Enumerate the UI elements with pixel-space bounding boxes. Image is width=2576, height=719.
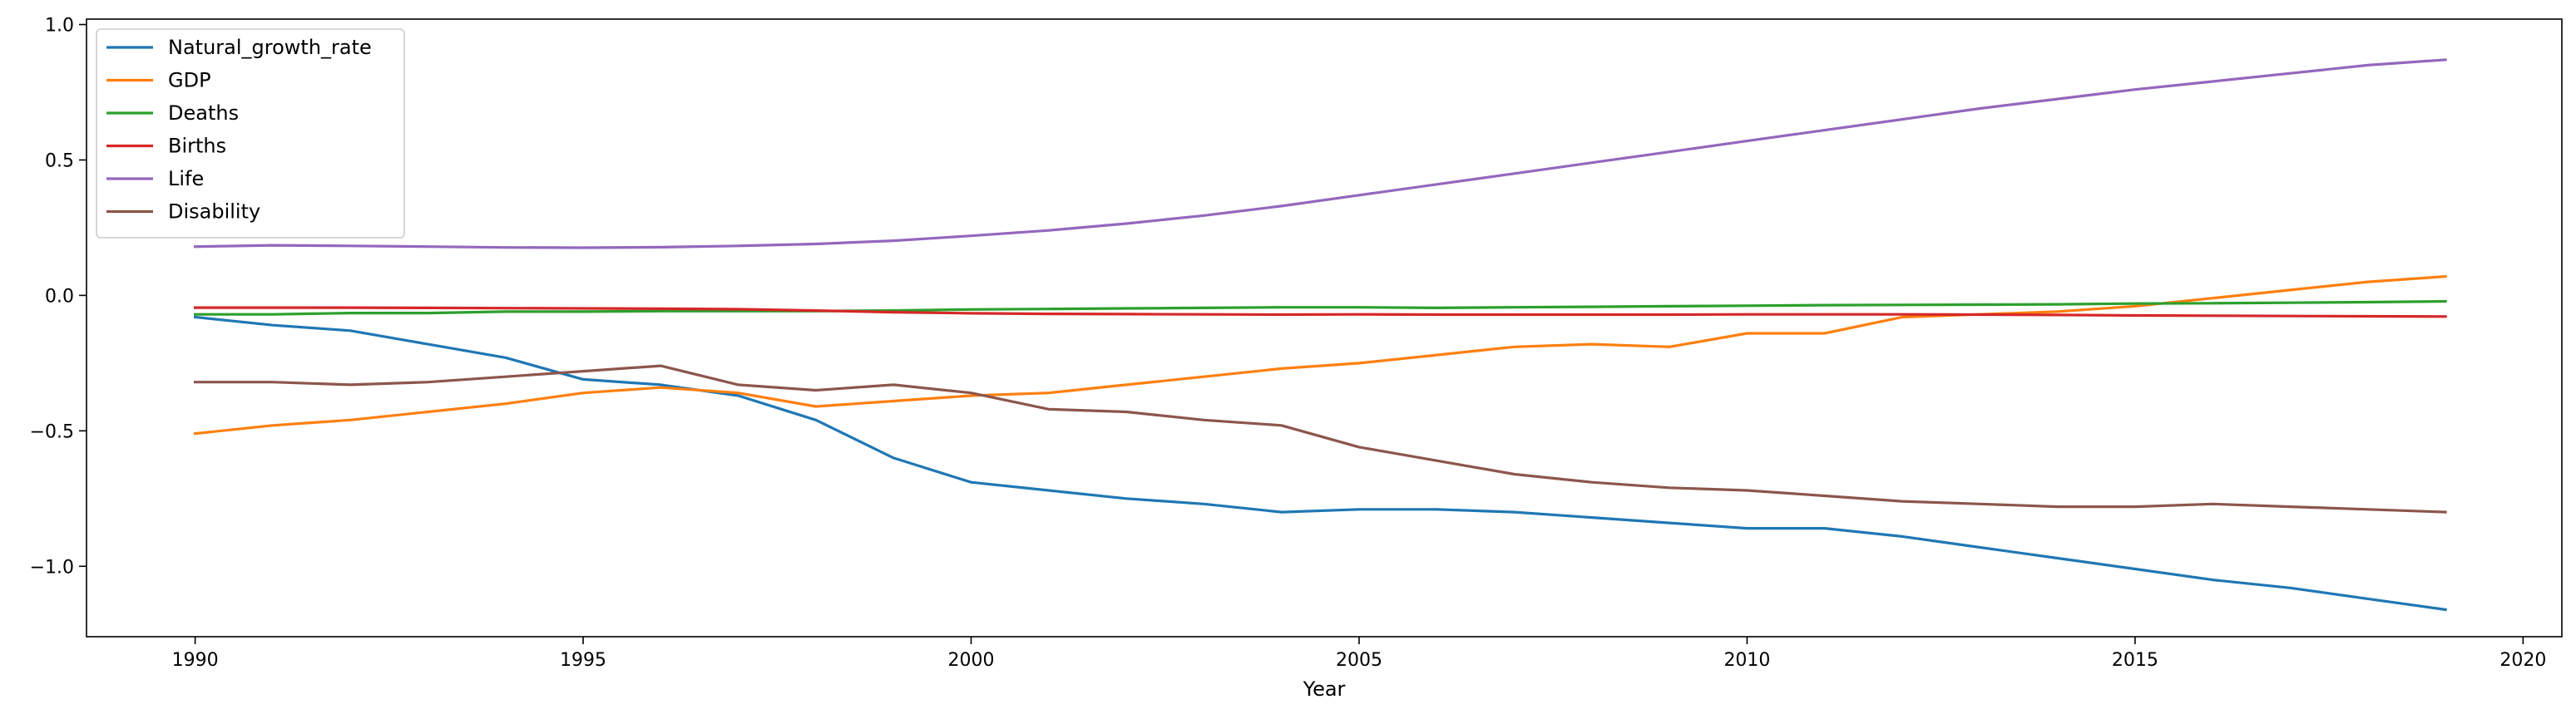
- y-tick-label: −0.5: [30, 421, 74, 442]
- x-tick-label: 2020: [2499, 650, 2546, 671]
- series-line-4: [193, 58, 2447, 249]
- y-tick-label: −1.0: [30, 557, 74, 578]
- x-tick-label: 1990: [172, 650, 219, 671]
- legend-label-4: Life: [168, 167, 204, 190]
- legend-box: [96, 28, 405, 239]
- x-axis-label: Year: [1303, 677, 1346, 701]
- series-line-5: [194, 364, 2447, 514]
- legend: Natural_growth_rate GDP Deaths Births Life Di…: [96, 28, 405, 239]
- plot-frame: [86, 18, 2563, 638]
- legend-label-2: Deaths: [168, 101, 239, 125]
- y-axis: 1.0 0.5 0.0 −0.5 −1.0: [30, 16, 87, 578]
- y-tick-label: 0.0: [45, 286, 74, 307]
- legend-label-0: Natural_growth_rate: [168, 36, 372, 59]
- series-line-1: [193, 274, 2447, 436]
- plot-area: [193, 58, 2447, 612]
- series-line-2: [194, 299, 2447, 316]
- series-line-0: [193, 315, 2447, 612]
- series-line-3: [194, 306, 2447, 318]
- x-axis: 1990 1995 2000 2005 2010 2015 2020: [172, 637, 2546, 671]
- x-tick-label: 2000: [948, 650, 995, 671]
- x-tick-label: 2015: [2112, 650, 2158, 671]
- legend-label-3: Births: [168, 135, 226, 158]
- x-tick-label: 2005: [1336, 650, 1382, 671]
- legend-label-1: GDP: [168, 69, 211, 92]
- y-tick-label: 0.5: [45, 150, 74, 171]
- y-tick-label: 1.0: [45, 16, 74, 37]
- legend-label-5: Disability: [168, 200, 260, 224]
- x-tick-label: 2010: [1723, 650, 1770, 671]
- x-tick-label: 1995: [560, 650, 606, 671]
